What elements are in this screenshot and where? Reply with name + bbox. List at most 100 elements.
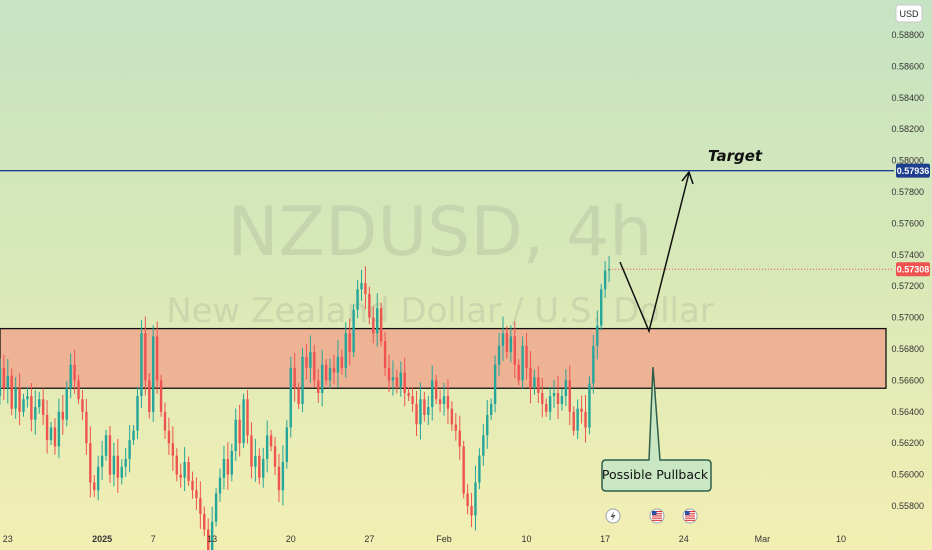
candle <box>391 360 395 396</box>
candle-body <box>356 289 359 310</box>
candle-body <box>128 440 131 459</box>
candle-body <box>38 399 41 408</box>
candle <box>403 357 406 407</box>
pullback-callout-box[interactable] <box>601 366 712 492</box>
candle-body <box>489 403 493 415</box>
candle <box>442 383 446 416</box>
candle-body <box>387 367 391 381</box>
candle-body <box>533 377 536 389</box>
candle-body <box>332 367 336 373</box>
candle <box>273 437 277 476</box>
flag-stripe <box>685 513 695 515</box>
candle <box>22 393 25 417</box>
currency-box[interactable]: USD <box>895 4 923 23</box>
flag-stripe <box>685 511 695 513</box>
candle-body <box>85 411 88 444</box>
candle <box>89 426 92 498</box>
price-tick: 0.57000 <box>891 313 924 323</box>
price-tick: 0.58600 <box>891 61 924 71</box>
candle <box>195 477 198 510</box>
event-markers <box>605 508 698 524</box>
candle <box>305 343 308 380</box>
candle <box>124 447 127 477</box>
candle <box>18 373 21 426</box>
candle <box>301 347 304 413</box>
flag-canton <box>685 511 690 515</box>
candle-body <box>6 375 9 389</box>
candle-body <box>262 458 265 478</box>
candle <box>541 378 544 418</box>
candle-body <box>152 336 155 412</box>
candles <box>0 255 611 550</box>
candle-body <box>529 367 532 389</box>
candle <box>454 413 458 441</box>
candle-body <box>254 455 257 467</box>
candle <box>254 438 257 482</box>
projection-path[interactable] <box>619 172 690 334</box>
candle <box>226 442 230 490</box>
candle <box>588 376 591 435</box>
us-flag-icon[interactable] <box>682 508 698 524</box>
us-flag-icon[interactable] <box>649 508 665 524</box>
candle-body <box>596 325 599 346</box>
candle <box>364 266 367 310</box>
candle <box>556 376 560 420</box>
candle <box>77 374 80 405</box>
candle <box>525 332 528 380</box>
candle-body <box>34 407 37 420</box>
candle-body <box>344 333 347 368</box>
candle-body <box>238 419 241 444</box>
candle-body <box>108 435 112 475</box>
candle <box>513 321 516 379</box>
pullback-callout[interactable]: Possible Pullback <box>601 366 712 492</box>
candle <box>203 506 206 537</box>
candle-body <box>230 451 233 475</box>
lightning-icon[interactable] <box>605 508 621 524</box>
target-annotation: Target <box>708 147 763 165</box>
candle-body <box>250 435 253 467</box>
candle-body <box>482 435 485 456</box>
candle <box>407 387 410 402</box>
level-lines <box>0 169 894 270</box>
candle-body <box>73 364 76 381</box>
candle <box>152 325 155 422</box>
candle-body <box>183 462 186 478</box>
candle <box>6 358 9 404</box>
candle-body <box>379 308 383 342</box>
candle-body <box>246 399 249 436</box>
last-price-badge[interactable]: 0.57308 <box>896 262 930 277</box>
candle-body <box>89 443 92 483</box>
price-tick: 0.56400 <box>891 407 924 417</box>
candle <box>132 425 135 446</box>
candle-body <box>434 380 438 400</box>
candle-body <box>336 356 340 373</box>
candle-body <box>399 372 402 387</box>
candle-body <box>69 364 72 389</box>
candle-body <box>513 336 516 365</box>
candle <box>191 471 194 499</box>
candle-body <box>572 411 575 431</box>
candle <box>313 344 316 388</box>
candle-body <box>411 396 414 404</box>
candle-body <box>53 427 57 447</box>
candle-body <box>159 380 163 412</box>
candle-body <box>277 466 281 491</box>
candle-body <box>175 455 178 475</box>
candle-body <box>320 364 324 393</box>
candle <box>517 359 520 386</box>
candle <box>489 398 493 420</box>
candle <box>336 340 340 388</box>
demand-zone[interactable] <box>0 327 887 389</box>
candle <box>552 379 556 408</box>
candle <box>163 402 167 439</box>
candle <box>65 380 68 427</box>
time-axis[interactable]: 23 2025 7 13 20 27 Feb 10 17 24 Mar 10 <box>3 534 846 544</box>
candle-body <box>305 356 308 368</box>
target-price-badge[interactable]: 0.57936 <box>896 163 930 178</box>
candle <box>297 382 300 409</box>
candle-body <box>18 388 21 412</box>
candle-body <box>309 352 312 368</box>
candle-body <box>136 396 139 431</box>
candle-body <box>265 435 269 459</box>
price-axis[interactable]: 0.58800 0.58600 0.58400 0.58200 0.58000 0.578… <box>891 30 930 511</box>
